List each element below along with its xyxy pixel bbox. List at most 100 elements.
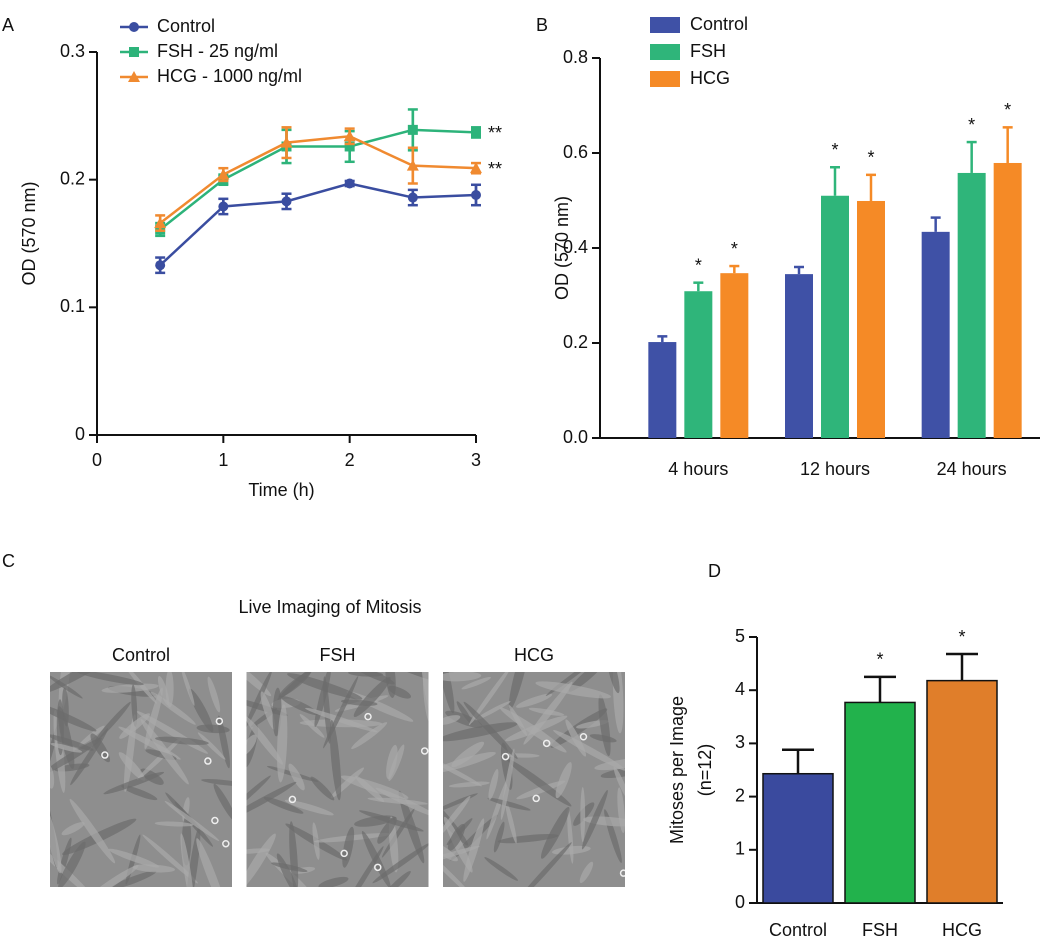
significance-mark: * (1004, 100, 1011, 120)
bar (993, 162, 1022, 438)
x-tick-label: 24 hours (937, 459, 1007, 479)
series-line (159, 182, 477, 267)
bar (844, 701, 916, 904)
bar (821, 195, 849, 438)
cell (580, 787, 586, 843)
cell (342, 826, 355, 868)
cell (101, 683, 159, 693)
marker (280, 136, 293, 148)
cell (50, 764, 55, 789)
image-label: FSH (320, 645, 356, 665)
legend-swatch (650, 71, 680, 87)
cell (515, 842, 572, 887)
micrograph-texture (50, 672, 232, 887)
mitotic-cell (579, 732, 588, 741)
cell (447, 823, 466, 851)
cell (355, 775, 385, 803)
significance-mark: ** (488, 123, 502, 143)
mitotic-cell (501, 752, 510, 761)
cell (555, 762, 572, 799)
cell (305, 707, 378, 733)
cell (50, 743, 83, 753)
cell (263, 796, 304, 814)
cell (188, 688, 214, 733)
significance-mark: * (867, 148, 874, 168)
image-label: HCG (514, 645, 554, 665)
cell (155, 736, 209, 745)
cell (288, 763, 305, 791)
cell (310, 776, 335, 801)
cell (180, 833, 194, 887)
legend-swatch (650, 44, 680, 60)
cell (318, 876, 349, 887)
panel-letter: D (708, 561, 721, 581)
cell (246, 716, 283, 765)
micrograph-texture (246, 672, 429, 887)
cell (110, 870, 157, 887)
cell (157, 675, 170, 706)
cell (123, 714, 137, 792)
cell (197, 732, 226, 760)
cell (606, 672, 620, 694)
x-tick-label: 4 hours (668, 459, 728, 479)
cell (287, 673, 363, 700)
series-line (159, 128, 477, 231)
cell (61, 821, 85, 836)
cell (508, 672, 530, 710)
y-tick-label: 4 (735, 679, 745, 699)
cell (443, 757, 482, 787)
significance-mark: * (958, 627, 965, 647)
bar (785, 274, 813, 438)
y-axis-label: Mitoses per Image (667, 696, 687, 844)
cell (260, 691, 276, 730)
series-line (159, 134, 477, 225)
x-tick-label: 2 (345, 450, 355, 470)
cell (246, 672, 272, 728)
cell (461, 676, 492, 690)
cell (277, 672, 318, 701)
x-tick-label: HCG (942, 920, 982, 940)
marker (343, 130, 356, 142)
cell (201, 778, 232, 787)
cell (500, 748, 515, 820)
mitotic-cell (532, 794, 540, 803)
cell (87, 865, 139, 887)
cell (419, 672, 429, 715)
cell (289, 821, 299, 887)
significance-mark: ** (488, 159, 502, 179)
cell (341, 846, 384, 887)
cell (154, 821, 194, 827)
cell (567, 809, 574, 864)
marker (407, 124, 418, 135)
cell (50, 703, 97, 732)
cell (516, 780, 566, 800)
cell (150, 691, 196, 725)
cell (505, 799, 517, 844)
legend-swatch (650, 17, 680, 33)
bar (720, 273, 749, 438)
cell (329, 720, 342, 801)
y-tick-label: 0.4 (563, 237, 588, 257)
panel-letter: B (536, 15, 548, 35)
bar (957, 172, 986, 438)
significance-mark: * (876, 650, 883, 670)
cell (568, 672, 606, 692)
cell (443, 816, 473, 873)
cell (132, 864, 176, 873)
mitotic-cell (340, 849, 348, 858)
y-tick-label: 0.2 (563, 332, 588, 352)
cell (372, 843, 429, 884)
legend-label: HCG - 1000 ng/ml (157, 66, 302, 86)
cell (535, 681, 611, 699)
y-axis-label: OD (570 nm) (552, 196, 572, 300)
cell (508, 705, 528, 736)
bar (648, 342, 677, 438)
cell (515, 693, 553, 708)
marker (129, 22, 139, 32)
cell (528, 707, 565, 716)
cell (579, 861, 594, 884)
marker (155, 260, 166, 271)
cell (443, 672, 482, 682)
